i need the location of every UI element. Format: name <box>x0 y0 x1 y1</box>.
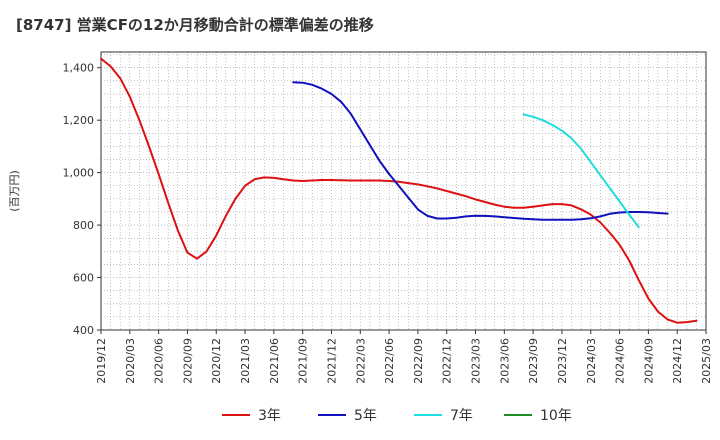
legend-swatch <box>222 414 250 416</box>
x-tick-label: 2022/06 <box>383 338 396 384</box>
axes: 400 600 800 1,000 1,200 1,400 (百万円) 2019/12 2020… <box>8 51 713 384</box>
series-lines <box>100 57 698 324</box>
x-tick-label: 2023/09 <box>527 338 540 384</box>
series-line-7年 <box>522 113 640 229</box>
x-tick-label: 2022/12 <box>441 338 454 384</box>
x-tick-label: 2024/03 <box>585 338 598 384</box>
x-tick-label: 2019/12 <box>95 338 108 384</box>
plot-frame <box>100 51 707 331</box>
legend-item: 3年 <box>222 402 281 428</box>
legend-item: 10年 <box>504 402 572 428</box>
y-axis-title: (百万円) <box>8 170 21 212</box>
legend-swatch <box>504 414 532 416</box>
y-tick-label: 400 <box>73 324 94 337</box>
x-tick-label: 2021/06 <box>268 338 281 384</box>
legend-swatch <box>318 414 346 416</box>
legend-item: 7年 <box>414 402 473 428</box>
x-tick-label: 2023/06 <box>498 338 511 384</box>
y-tick-label: 600 <box>73 272 94 285</box>
legend-swatch <box>414 414 442 416</box>
legend-label: 5年 <box>354 408 377 424</box>
legend: 3年 5年 7年 10年 <box>0 402 720 428</box>
legend-label: 10年 <box>540 408 572 424</box>
x-tick-label: 2020/03 <box>124 338 137 384</box>
x-tick-label: 2020/09 <box>181 338 194 384</box>
x-tick-label: 2021/12 <box>325 338 338 384</box>
x-tick-label: 2022/09 <box>412 338 425 384</box>
x-tick-label: 2024/09 <box>642 338 655 384</box>
x-tick-label: 2021/03 <box>239 338 252 384</box>
x-tick-label: 2020/12 <box>210 338 223 384</box>
series-line-3年 <box>100 57 698 324</box>
x-tick-label: 2024/06 <box>614 338 627 384</box>
y-tick-label: 1,200 <box>63 114 95 127</box>
chart-title: [8747] 営業CFの12か月移動合計の標準偏差の推移 <box>16 16 374 34</box>
y-tick-label: 800 <box>73 219 94 232</box>
y-tick-label: 1,000 <box>63 167 95 180</box>
y-tick-label: 1,400 <box>63 62 95 75</box>
legend-item: 5年 <box>318 402 377 428</box>
series-line-5年 <box>292 81 669 221</box>
x-tick-label: 2022/03 <box>354 338 367 384</box>
x-tick-label: 2023/12 <box>556 338 569 384</box>
grid <box>101 52 706 330</box>
legend-label: 3年 <box>258 408 281 424</box>
legend-label: 7年 <box>450 408 473 424</box>
x-tick-label: 2023/03 <box>470 338 483 384</box>
x-tick-label: 2025/03 <box>700 338 713 384</box>
x-tick-label: 2021/09 <box>297 338 310 384</box>
x-tick-label: 2020/06 <box>153 338 166 384</box>
x-tick-label: 2024/12 <box>671 338 684 384</box>
